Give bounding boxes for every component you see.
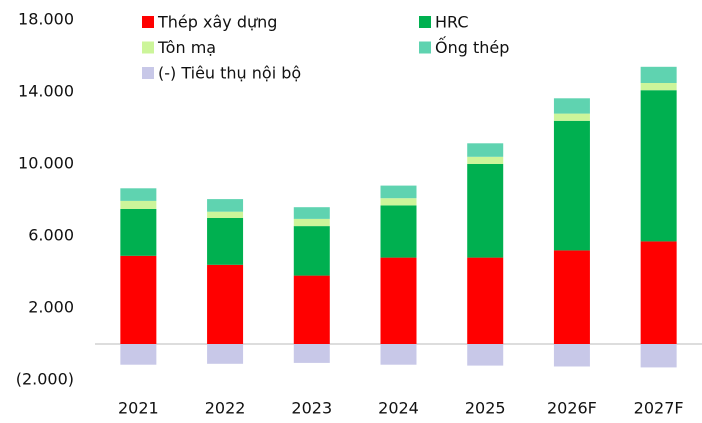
x-tick-label: 2022 (205, 399, 246, 418)
bar-segment (640, 83, 677, 91)
bar-segment (293, 207, 330, 219)
bar-segment (380, 205, 417, 258)
y-tick-label: (2.000) (16, 370, 74, 389)
bar-segment (293, 275, 330, 344)
bar-segment (380, 198, 417, 206)
bar-segment (207, 211, 244, 218)
bar-segment (553, 113, 590, 121)
x-tick-label: 2027F (634, 399, 684, 418)
y-tick-label: 6.000 (28, 226, 74, 245)
bar-segment (553, 250, 590, 344)
bar-segment (120, 188, 157, 201)
bar-segment (467, 156, 504, 164)
bar-segment (120, 200, 157, 209)
bar-segment (120, 209, 157, 256)
y-tick-label: 10.000 (18, 154, 74, 173)
legend-label: Thép xây dựng (157, 13, 277, 32)
bar-segment (467, 164, 504, 258)
legend-swatch (142, 16, 154, 28)
legend-label: (-) Tiêu thụ nội bộ (158, 64, 301, 83)
bar-segment (293, 218, 330, 227)
bar-segment (293, 226, 330, 276)
x-tick-label: 2024 (378, 399, 419, 418)
bar-segment (207, 344, 244, 364)
legend-label: Tôn mạ (157, 38, 216, 57)
bar-segment (380, 344, 417, 365)
legend-label: Ống thép (435, 36, 509, 57)
legend-swatch (142, 67, 154, 79)
x-tick-label: 2023 (291, 399, 332, 418)
bar-segment (293, 344, 330, 363)
y-tick-label: 18.000 (18, 10, 74, 29)
bar-segment (640, 90, 677, 242)
bar-segment (120, 255, 157, 344)
bar-segment (553, 98, 590, 114)
bar-segment (380, 257, 417, 344)
bar-segment (467, 143, 504, 157)
legend-swatch (419, 41, 431, 54)
x-tick-label: 2021 (118, 399, 159, 418)
bar-segment (207, 264, 244, 344)
y-tick-label: 2.000 (28, 298, 74, 317)
bar-segment (207, 218, 244, 265)
bar-segment (380, 185, 417, 199)
legend-label: HRC (435, 13, 469, 32)
x-tick-label: 2026F (547, 399, 597, 418)
y-tick-label: 14.000 (18, 82, 74, 101)
legend-swatch (419, 16, 431, 28)
bar-segment (640, 344, 677, 368)
bar-segment (467, 257, 504, 344)
bar-segment (640, 66, 677, 83)
bar-segment (120, 344, 157, 365)
bar-segment (640, 241, 677, 344)
legend-swatch (142, 41, 154, 54)
bar-segment (553, 120, 590, 251)
x-tick-label: 2025 (465, 399, 506, 418)
bar-segment (207, 199, 244, 212)
bar-segment (553, 344, 590, 367)
bar-segment (467, 344, 504, 366)
